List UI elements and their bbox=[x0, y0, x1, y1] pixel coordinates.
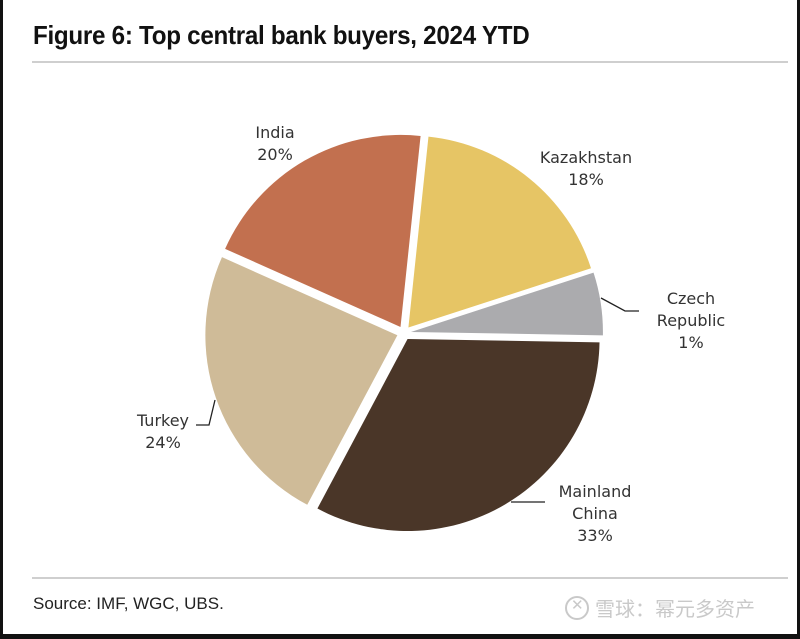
leader-lines bbox=[196, 297, 639, 503]
pie-slices bbox=[205, 134, 603, 532]
slice-label: Kazakhstan 18% bbox=[540, 148, 632, 189]
source-note: Source: IMF, WGC, UBS. bbox=[33, 594, 224, 613]
slice-label: Czech Republic 1% bbox=[657, 289, 725, 352]
slice-label: Turkey 24% bbox=[136, 411, 189, 452]
title-divider bbox=[32, 61, 788, 63]
pie-slice-turkey bbox=[205, 257, 398, 505]
pie-slice-india bbox=[225, 134, 421, 327]
leader-line-turkey bbox=[196, 399, 216, 426]
leader-line-czech bbox=[600, 297, 639, 312]
source-divider bbox=[32, 577, 788, 579]
slice-labels: India 20% Kazakhstan 18% Czech Republic 1% Main… bbox=[136, 123, 725, 545]
slice-label: Mainland China 33% bbox=[559, 482, 632, 545]
pie-slice-czech-republic bbox=[410, 272, 603, 336]
watermark-text: 雪球：幂元多资产 bbox=[595, 597, 755, 621]
pie-chart: India 20% Kazakhstan 18% Czech Republic 1% Main… bbox=[136, 123, 725, 545]
slice-label: India 20% bbox=[255, 123, 294, 164]
chart-title: Figure 6: Top central bank buyers, 2024 … bbox=[33, 20, 530, 50]
pie-slice-kazakhstan bbox=[408, 136, 592, 328]
watermark: 雪球：幂元多资产 bbox=[565, 593, 755, 622]
pie-slice-mainland-china bbox=[317, 339, 600, 532]
snowball-logo-icon bbox=[565, 595, 589, 620]
